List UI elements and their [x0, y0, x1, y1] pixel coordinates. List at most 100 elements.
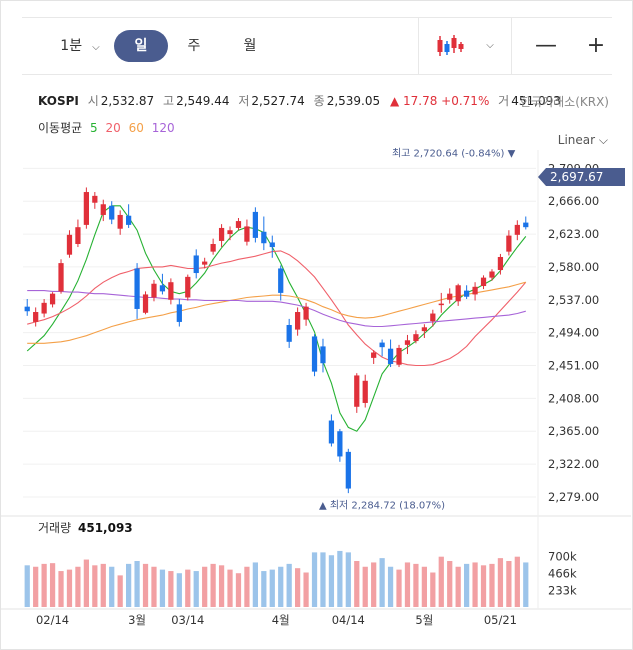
candle-body	[33, 312, 39, 322]
scale-mode-dropdown[interactable]: Linear ⌵	[558, 133, 608, 148]
volume-bar	[66, 569, 73, 607]
candle-body	[286, 325, 292, 342]
y-tick-label: 2,322.00	[548, 457, 599, 471]
y-tick-label: 2,666.00	[548, 194, 599, 208]
volume-bar	[413, 563, 419, 607]
candle-body	[75, 227, 81, 244]
candle-body	[489, 271, 495, 278]
candle-body	[100, 204, 106, 215]
zoom-in-button[interactable]: +	[586, 33, 606, 58]
volume-bar	[514, 556, 520, 607]
candle-body	[514, 224, 520, 235]
candle-body	[41, 302, 47, 314]
candle-body	[379, 342, 385, 348]
volume-bar	[202, 566, 208, 607]
low-value: 2,527.74	[251, 94, 305, 108]
volume-bar	[438, 556, 444, 607]
scale-mode-label: Linear	[557, 133, 596, 147]
open-value: 2,532.87	[100, 94, 155, 108]
current-price-tag	[538, 167, 625, 186]
moving-average-legend[interactable]: 이동평균 5 20 60 120	[38, 119, 175, 136]
ma5-legend: 5	[90, 121, 98, 135]
ma5-line	[26, 205, 527, 432]
quote-summary: KOSPI 시 2,532.87 고 2,549.44 저 2,527.74 종 2,5…	[38, 92, 561, 109]
candle-body	[464, 290, 470, 297]
volume-bar	[286, 563, 292, 607]
candle-body	[159, 285, 166, 292]
volume-bar	[489, 563, 495, 607]
period-week-tab[interactable]: 주	[187, 38, 201, 54]
candle-body	[49, 293, 56, 305]
volume-bar	[480, 565, 487, 607]
volume-bar	[371, 562, 377, 607]
candle-body	[303, 306, 309, 320]
x-tick-label: 02/14	[36, 613, 69, 627]
volume-bar	[320, 552, 326, 607]
candle-body	[396, 347, 402, 365]
ma60-legend: 60	[128, 121, 144, 135]
candle-body	[438, 303, 444, 306]
period-day-tab[interactable]: 일	[114, 30, 168, 62]
y-tick-label: 2,537.00	[548, 293, 599, 307]
period-minute-label: 1분	[60, 38, 83, 54]
volume-bar	[227, 569, 233, 607]
x-tick-label: 03/14	[171, 613, 204, 627]
close-label: 종	[313, 94, 325, 108]
volume-bar	[269, 569, 275, 607]
volume-bar	[58, 571, 64, 607]
ma120-line	[27, 290, 526, 328]
volume-bar	[311, 552, 318, 607]
candle-body	[126, 215, 132, 225]
min-annotation: ▲ 최저 2,284.72 (18.07%)	[319, 500, 445, 512]
candle-body	[413, 334, 419, 342]
y-tick-label: 2,580.00	[548, 260, 599, 274]
volume-tick-label: 233k	[548, 583, 577, 597]
chevron-down-icon: ⌵	[598, 133, 608, 147]
candle-body	[472, 286, 478, 295]
candle-body	[269, 242, 275, 248]
period-month-tab[interactable]: 월	[243, 38, 257, 54]
candle-body	[328, 420, 335, 444]
x-tick-label: 4월	[272, 613, 290, 627]
candle-body	[117, 214, 123, 229]
candle-body	[83, 192, 89, 225]
volume-bar	[168, 571, 174, 607]
volume-bar	[464, 563, 470, 607]
volume-bar	[176, 573, 182, 607]
volume-bar	[49, 563, 56, 607]
y-tick-label: 2,494.00	[548, 326, 599, 340]
volume-bar	[337, 550, 343, 607]
candle-body	[362, 380, 368, 403]
volume-label: 거	[498, 94, 510, 108]
candlestick-icon[interactable]	[436, 33, 464, 59]
volume-bar	[328, 555, 335, 607]
candle-body	[447, 293, 453, 300]
candle-body	[421, 327, 427, 332]
candle-body	[252, 211, 258, 238]
y-tick-label: 2,451.00	[548, 359, 599, 373]
chart-type-chevron-icon[interactable]: ⌵	[486, 40, 494, 51]
volume-bar	[421, 566, 427, 607]
zoom-out-button[interactable]: —	[535, 33, 557, 58]
volume-bar	[261, 571, 267, 607]
volume-bar	[523, 562, 529, 607]
volume-bar	[455, 566, 461, 607]
volume-bar	[295, 568, 301, 607]
volume-bar	[303, 572, 309, 607]
candle-body	[387, 348, 394, 364]
x-tick-label: 5월	[415, 613, 433, 627]
volume-bar	[447, 561, 453, 607]
candle-body	[506, 235, 512, 252]
volume-bar	[218, 565, 225, 607]
volume-bar	[185, 569, 191, 607]
high-value: 2,549.44	[176, 94, 230, 108]
current-price-label: 2,697.67	[550, 170, 603, 184]
volume-bar	[244, 566, 250, 607]
ma-legend-title: 이동평균	[38, 121, 83, 135]
period-minute-dropdown[interactable]: 1분 ⌵	[50, 30, 110, 62]
candle-body	[58, 263, 64, 292]
volume-bar	[404, 562, 411, 607]
volume-bar	[142, 563, 149, 607]
candle-body	[455, 285, 461, 302]
